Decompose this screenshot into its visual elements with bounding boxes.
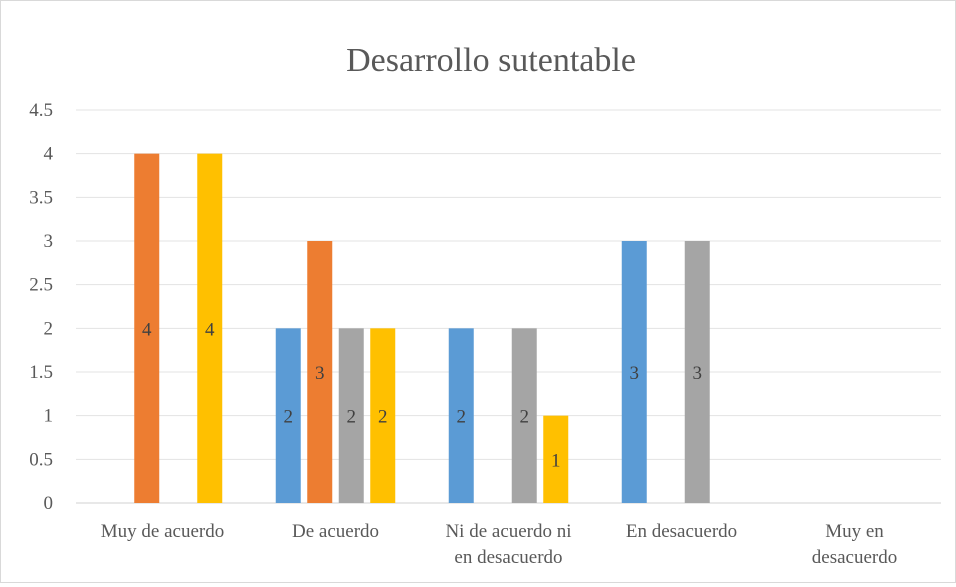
y-tick-label: 4.5 <box>29 100 53 121</box>
y-tick-label: 3 <box>44 231 54 252</box>
y-tick-label: 3.5 <box>29 187 53 208</box>
bar <box>684 241 710 503</box>
data-label: 1 <box>551 450 561 471</box>
data-label: 2 <box>378 407 388 428</box>
bar <box>338 328 364 503</box>
bar <box>543 415 569 503</box>
data-label: 2 <box>520 407 530 428</box>
x-axis: Muy de acuerdo De acuerdo Ni de acuerdo ni… <box>101 521 897 568</box>
y-tick-label: 1.5 <box>29 362 53 383</box>
data-label: 4 <box>142 319 152 340</box>
y-tick-label: 1 <box>44 406 54 427</box>
y-tick-label: 2.5 <box>29 275 53 296</box>
x-tick-label: En desacuerdo <box>626 521 737 542</box>
bar <box>448 328 474 503</box>
data-label: 2 <box>457 407 467 428</box>
bar <box>621 241 647 503</box>
x-tick-label: De acuerdo <box>292 521 379 542</box>
x-tick-label: Muy de acuerdo <box>101 521 224 542</box>
bars <box>134 153 710 503</box>
bar <box>307 241 333 503</box>
y-tick-label: 2 <box>44 318 54 339</box>
y-axis: 0 0.5 1 1.5 2 2.5 3 3.5 4 4.5 <box>29 100 53 514</box>
bar <box>370 328 396 503</box>
data-label: 3 <box>315 363 325 384</box>
data-label: 2 <box>284 407 294 428</box>
data-label: 3 <box>630 363 640 384</box>
data-label: 3 <box>693 363 703 384</box>
data-label: 4 <box>205 319 215 340</box>
bar <box>511 328 537 503</box>
x-tick-label: Ni de acuerdo ni en desacuerdo <box>445 521 571 568</box>
bar <box>134 153 160 503</box>
x-tick-label: Muy en desacuerdo <box>812 521 897 568</box>
bar <box>197 153 223 503</box>
y-tick-label: 4 <box>44 144 54 165</box>
data-label: 2 <box>347 407 357 428</box>
bar <box>275 328 301 503</box>
y-tick-label: 0.5 <box>29 449 53 470</box>
y-tick-label: 0 <box>44 493 54 514</box>
chart-title: Desarrollo sutentable <box>346 42 636 79</box>
